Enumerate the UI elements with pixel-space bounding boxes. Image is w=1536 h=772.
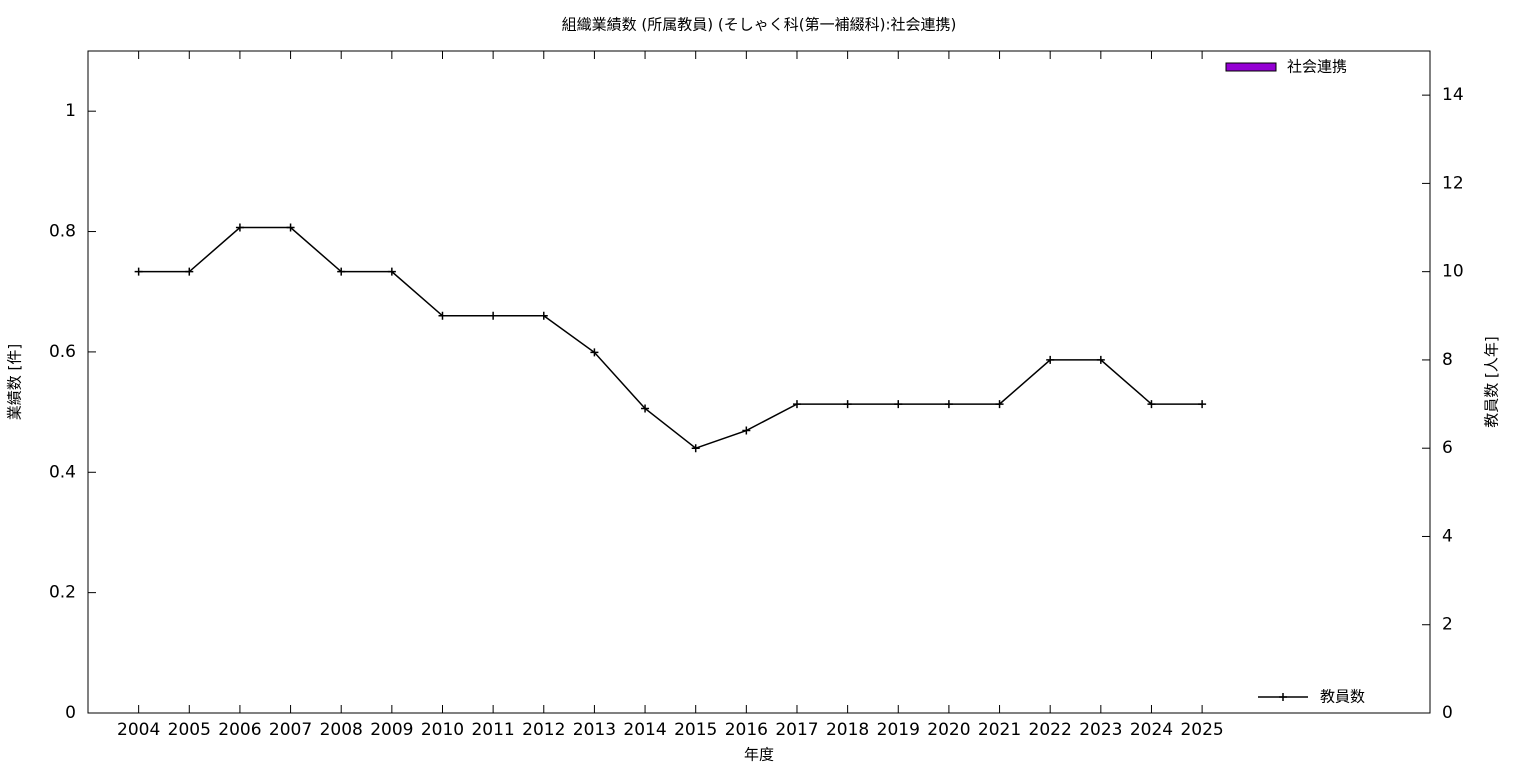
x-tick-label: 2007 (269, 720, 312, 740)
point (792, 400, 801, 409)
x-tick-label: 2017 (775, 720, 818, 740)
legend-label: 教員数 (1320, 688, 1365, 706)
x-tick-label: 2005 (168, 720, 211, 740)
y2-tick-label: 0 (1442, 703, 1453, 723)
x-tick-label: 2015 (674, 720, 717, 740)
plot-frame (87, 50, 1431, 714)
x-tick-label: 2021 (978, 720, 1021, 740)
y2-tick-label: 4 (1442, 526, 1453, 546)
y2-tick-label: 12 (1442, 173, 1464, 193)
legend-label: 社会連携 (1287, 58, 1347, 76)
y-axis-title: 業績数 [件] (6, 344, 24, 420)
point (185, 267, 194, 276)
point (691, 444, 700, 453)
point (1198, 400, 1207, 409)
x-tick-label: 2018 (826, 720, 869, 740)
x-tick-label: 2025 (1180, 720, 1223, 740)
y-tick-label: 0 (65, 703, 76, 723)
point (1147, 400, 1156, 409)
x-tick-label: 2020 (927, 720, 970, 740)
x-tick-label: 2022 (1029, 720, 1072, 740)
point (843, 400, 852, 409)
point (337, 267, 346, 276)
x-tick-label: 2006 (218, 720, 261, 740)
point (742, 426, 751, 435)
point (1046, 355, 1055, 364)
x-tick-label: 2013 (573, 720, 616, 740)
x-tick-label: 2024 (1130, 720, 1173, 740)
y2-tick-label: 10 (1442, 262, 1464, 282)
point (235, 223, 244, 232)
y2-tick-label: 8 (1442, 350, 1453, 370)
line (138, 226, 1203, 450)
x-tick-label: 2023 (1079, 720, 1122, 740)
y-tick-label: 0.4 (49, 462, 76, 482)
y2-tick-label: 6 (1442, 438, 1453, 458)
chart-title: 組織業績数 (所属教員) (そしゃく科(第一補綴科):社会連携) (562, 16, 957, 34)
point (590, 348, 599, 357)
legend-swatch (1225, 62, 1277, 72)
point (894, 400, 903, 409)
x-tick-label: 2016 (725, 720, 768, 740)
y-tick-label: 0.2 (49, 583, 76, 603)
point (944, 400, 953, 409)
y2-axis-title: 教員数 [人年] (1483, 336, 1501, 427)
x-tick-label: 2014 (623, 720, 666, 740)
x-tick-label: 2009 (370, 720, 413, 740)
y2-tick-label: 14 (1442, 85, 1464, 105)
point (286, 223, 295, 232)
point (387, 267, 396, 276)
y-tick-label: 0.6 (49, 342, 76, 362)
x-axis-title: 年度 (744, 746, 774, 764)
y-tick-label: 0.8 (49, 222, 76, 242)
point (134, 267, 143, 276)
x-tick-label: 2019 (877, 720, 920, 740)
point (995, 400, 1004, 409)
x-tick-label: 2010 (421, 720, 464, 740)
x-tick-label: 2012 (522, 720, 565, 740)
x-tick-label: 2008 (320, 720, 363, 740)
x-tick-label: 2011 (471, 720, 514, 740)
point (539, 311, 548, 320)
y2-tick-label: 2 (1442, 615, 1453, 635)
x-tick-label: 2004 (117, 720, 160, 740)
point (438, 311, 447, 320)
point (641, 404, 650, 413)
point (489, 311, 498, 320)
point (1096, 355, 1105, 364)
legend-point (1279, 693, 1287, 701)
y-tick-label: 1 (65, 101, 76, 121)
